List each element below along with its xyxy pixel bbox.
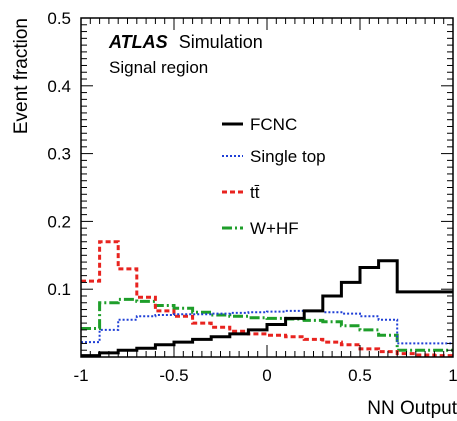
region-label: Signal region xyxy=(109,58,208,77)
y-tick-label-2: 0.3 xyxy=(47,145,71,164)
x-tick-label-4: 1 xyxy=(448,366,457,385)
simulation-label: Simulation xyxy=(179,32,263,52)
y-tick-label-0: 0.1 xyxy=(47,280,71,299)
legend-label-2: tt̄ xyxy=(250,183,260,202)
series-line-0 xyxy=(81,259,453,358)
svg-text:ATLAS Simulation: ATLAS Simulation xyxy=(108,32,263,52)
series-line-1 xyxy=(81,309,453,345)
y-tick-label-4: 0.5 xyxy=(47,9,71,28)
axes-layer xyxy=(80,17,454,358)
legend-label-1: Single top xyxy=(250,147,326,166)
series-layer xyxy=(81,240,453,358)
x-tick-label-0: -1 xyxy=(73,366,88,385)
atlas-label: ATLAS xyxy=(108,32,168,52)
x-tick-label-3: 0.5 xyxy=(348,366,372,385)
legend: FCNC Single top tt̄ W+HF xyxy=(222,115,326,238)
x-tick-label-1: -0.5 xyxy=(159,366,188,385)
legend-label-3: W+HF xyxy=(250,219,299,238)
atlas-annotation: ATLAS Simulation Signal region xyxy=(108,32,263,77)
y-tick-label-1: 0.2 xyxy=(47,212,71,231)
x-tick-label-2: 0 xyxy=(262,366,271,385)
x-axis-label: NN Output xyxy=(367,398,457,419)
tick-label-layer: -1 -0.5 0 0.5 1 0.1 0.2 0.3 0.4 0.5 xyxy=(47,9,457,385)
series-line-3 xyxy=(81,297,453,352)
y-axis-label: Event fraction xyxy=(11,18,32,134)
y-tick-label-3: 0.4 xyxy=(47,77,71,96)
legend-label-0: FCNC xyxy=(250,115,297,134)
